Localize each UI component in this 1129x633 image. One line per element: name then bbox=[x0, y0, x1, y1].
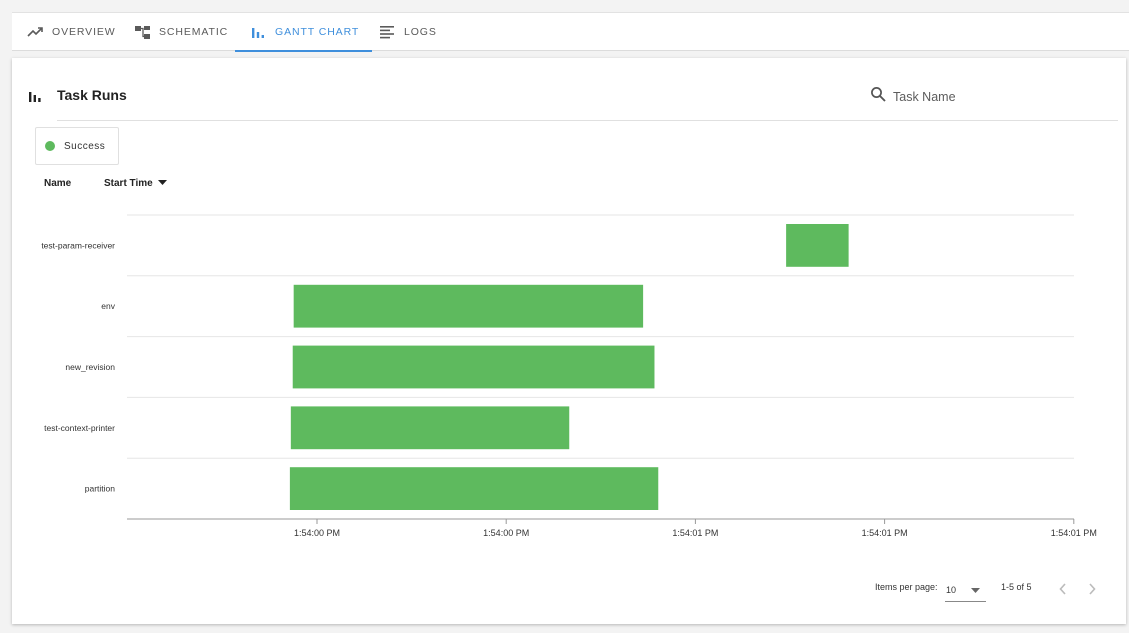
prev-page-button[interactable] bbox=[1054, 580, 1072, 598]
start-time-label: Start Time bbox=[104, 178, 153, 189]
schematic-icon bbox=[133, 24, 151, 40]
task-bar[interactable] bbox=[786, 224, 849, 267]
panel-title: Task Runs bbox=[57, 87, 127, 103]
chevron-right-icon bbox=[1089, 583, 1096, 595]
x-tick-label: 1:54:01 PM bbox=[672, 528, 718, 538]
task-bar[interactable] bbox=[293, 284, 644, 328]
items-per-page-label: Items per page: bbox=[875, 582, 938, 592]
per-page-value: 10 bbox=[946, 584, 957, 595]
task-runs-card: Task Runs Success Name Start Time test-p… bbox=[12, 58, 1126, 624]
task-name-search bbox=[870, 86, 1093, 108]
tab-logs[interactable]: LOGS bbox=[378, 13, 437, 51]
name-column-header[interactable]: Name bbox=[44, 178, 72, 189]
x-tick-label: 1:54:01 PM bbox=[862, 528, 908, 538]
task-row-label: new_revision bbox=[65, 362, 115, 372]
task-row-label: test-context-printer bbox=[44, 423, 115, 433]
x-tick-label: 1:54:01 PM bbox=[1051, 528, 1097, 538]
tab-label: OVERVIEW bbox=[52, 26, 116, 38]
x-tick-label: 1:54:00 PM bbox=[483, 528, 529, 538]
sort-down-icon bbox=[157, 178, 167, 189]
x-tick-label: 1:54:00 PM bbox=[294, 528, 340, 538]
dropdown-arrow-icon bbox=[971, 585, 980, 595]
search-input[interactable] bbox=[893, 90, 1093, 104]
header-divider bbox=[57, 120, 1118, 121]
gantt-chart: test-param-receiver env new_revision test-c… bbox=[41, 214, 1097, 538]
tab-label: LOGS bbox=[404, 26, 437, 38]
next-page-button[interactable] bbox=[1083, 580, 1101, 598]
tab-overview[interactable]: OVERVIEW bbox=[26, 13, 116, 51]
tab-bar: OVERVIEW SCHEMATIC GANTT CHART LOGS bbox=[12, 12, 1129, 52]
task-bar[interactable] bbox=[289, 467, 659, 510]
task-row-label: env bbox=[101, 301, 115, 311]
task-row-label: partition bbox=[85, 484, 116, 494]
items-per-page-select[interactable]: 10 bbox=[945, 578, 986, 602]
bar-chart-icon bbox=[28, 89, 42, 103]
tab-schematic[interactable]: SCHEMATIC bbox=[133, 13, 228, 51]
start-time-column-header[interactable]: Start Time bbox=[104, 178, 167, 189]
legend-success[interactable]: Success bbox=[35, 127, 119, 165]
trending-up-icon bbox=[26, 24, 44, 40]
task-bar[interactable] bbox=[290, 406, 570, 450]
logs-icon bbox=[378, 24, 396, 40]
chevron-left-icon bbox=[1059, 583, 1066, 595]
task-row-label: test-param-receiver bbox=[41, 240, 115, 250]
legend-label: Success bbox=[64, 140, 106, 152]
task-bar[interactable] bbox=[292, 345, 655, 389]
page-range: 1-5 of 5 bbox=[1001, 582, 1032, 592]
search-icon bbox=[870, 86, 887, 108]
success-dot bbox=[45, 141, 55, 151]
tab-gantt-chart[interactable]: GANTT CHART bbox=[235, 13, 373, 52]
tab-label: SCHEMATIC bbox=[159, 26, 229, 38]
bar-chart-icon bbox=[249, 24, 267, 40]
tab-label: GANTT CHART bbox=[275, 26, 360, 38]
